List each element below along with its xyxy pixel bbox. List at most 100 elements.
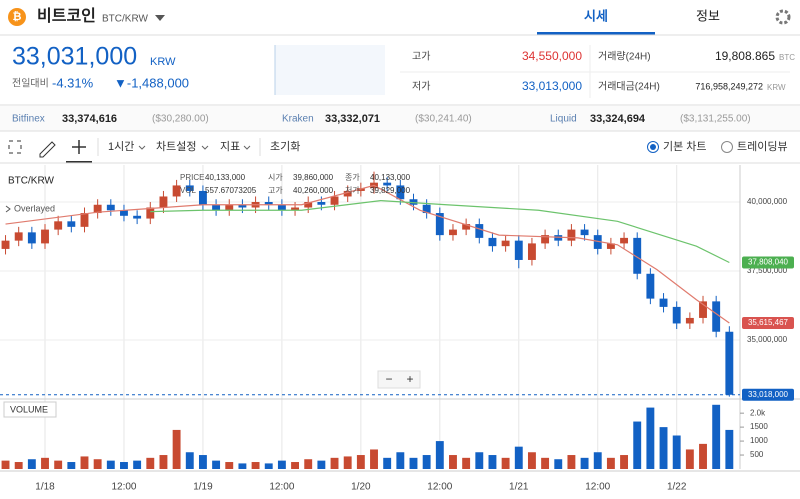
volume-bar xyxy=(383,457,392,469)
candle-body xyxy=(435,213,444,236)
candle-body xyxy=(1,240,10,249)
reset[interactable]: 초기화 xyxy=(270,140,300,153)
stat-value: 716,958,249,272 xyxy=(695,81,763,91)
radio[interactable] xyxy=(647,141,659,153)
x-tick-label: 12:00 xyxy=(111,482,136,493)
exchange-price: 33,374,616 xyxy=(62,113,117,125)
candle-body xyxy=(198,190,207,205)
chart-settings[interactable]: 차트설정 xyxy=(156,140,196,153)
zoom-button[interactable]: + xyxy=(406,372,413,386)
tab[interactable]: 정보 xyxy=(696,8,720,23)
radio[interactable] xyxy=(721,141,733,153)
interval[interactable]: 1시간 xyxy=(108,140,134,153)
candle-body xyxy=(580,229,589,236)
candle-body xyxy=(462,224,471,230)
candle-body xyxy=(449,229,457,236)
exchange-usd: ($30,280.00) xyxy=(152,114,209,125)
volume-bar xyxy=(646,407,655,469)
candle-body xyxy=(699,301,707,318)
change-label: 전일대비 xyxy=(12,78,49,90)
stat-value: 34,550,000 xyxy=(522,49,582,63)
stat-label: 저가 xyxy=(412,81,430,93)
price-tag-label: 35,615,467 xyxy=(748,318,789,327)
candle-body xyxy=(14,232,23,241)
volume-bar xyxy=(409,457,418,469)
candle-body xyxy=(501,240,510,247)
volume-bar xyxy=(317,460,326,469)
price-tag-label: 37,808,040 xyxy=(748,258,789,267)
chart-type[interactable]: 트레이딩뷰 xyxy=(737,140,788,153)
volume-tick-label: 500 xyxy=(750,450,764,459)
candle-body xyxy=(475,224,484,238)
candle-body xyxy=(146,207,155,219)
volume-bar xyxy=(593,452,602,469)
volume-bar xyxy=(93,459,102,469)
volume-bar xyxy=(343,456,352,469)
volume-bar xyxy=(580,457,589,469)
candle-body xyxy=(422,204,431,214)
x-tick-label: 12:00 xyxy=(585,482,610,493)
tooltip-label: 종가 xyxy=(345,173,360,182)
candle-body xyxy=(185,185,194,191)
price-tag xyxy=(742,256,794,269)
volume-tick-label: 1000 xyxy=(750,436,768,445)
candle-body xyxy=(383,182,392,186)
chart: 1/18 12:00 1/19 12:00 1/20 12:00 1/21 12:00 1/22… xyxy=(0,165,800,493)
candle-body xyxy=(120,210,128,216)
volume-bar xyxy=(488,455,497,469)
dropdown[interactable] xyxy=(155,15,165,21)
crosshair-icon[interactable] xyxy=(72,140,86,154)
volume-bar xyxy=(212,460,221,469)
volume-bar xyxy=(251,462,260,469)
volume-label-box xyxy=(3,401,57,418)
candle-body xyxy=(712,301,721,332)
exchange-price: 33,324,694 xyxy=(590,113,646,125)
tooltip-label: 고가 xyxy=(268,186,283,195)
y-tick-label: 40,000,000 xyxy=(747,197,788,206)
candle-body xyxy=(567,229,576,241)
volume-bar xyxy=(172,429,181,469)
candle-body xyxy=(54,221,63,230)
coin-icon-symbol: ₿ xyxy=(13,11,22,23)
candle-body xyxy=(356,188,365,191)
tooltip-value: 39,829,000 xyxy=(370,186,411,195)
volume-bar xyxy=(501,457,510,469)
fullscreen-icon[interactable] xyxy=(8,140,22,154)
change-rate: -4.31% xyxy=(52,75,94,90)
zoom-box xyxy=(377,370,421,389)
candle-body xyxy=(620,237,629,244)
settings-icon[interactable] xyxy=(775,9,791,25)
draw-icon[interactable] xyxy=(39,141,56,158)
volume-bar xyxy=(725,429,734,469)
stat-unit: KRW xyxy=(767,83,786,92)
price-unit: KRW xyxy=(150,56,176,68)
volume-bar xyxy=(514,446,523,469)
x-tick-label: 12:00 xyxy=(427,482,452,493)
volume-bar xyxy=(41,457,49,469)
exchange-usd: ($3,131,255.00) xyxy=(680,114,751,125)
volume-bar xyxy=(541,457,550,469)
exchange-row xyxy=(0,106,800,131)
candle-body xyxy=(159,196,168,208)
change-amount: ▼-1,488,000 xyxy=(114,75,189,90)
exchange-name: Liquid xyxy=(550,114,577,125)
indicators[interactable]: 지표 xyxy=(220,140,240,153)
candle-body xyxy=(67,221,76,227)
current-price: 33,031,000 xyxy=(12,43,137,71)
volume-bar xyxy=(672,435,681,469)
price-tag xyxy=(742,317,794,330)
chart-type[interactable]: 기본 차트 xyxy=(663,140,707,153)
x-tick-label: 1/21 xyxy=(509,482,529,493)
tab[interactable]: 시세 xyxy=(584,8,608,23)
volume-bar xyxy=(277,460,286,469)
volume-bar xyxy=(554,459,563,469)
tooltip-value: 557.67073205 xyxy=(205,186,257,195)
zoom-button[interactable]: − xyxy=(385,372,392,386)
stat-unit: BTC xyxy=(779,53,795,62)
candle-body xyxy=(685,317,694,324)
x-tick-label: 1/20 xyxy=(351,482,371,493)
volume-bar xyxy=(238,463,247,469)
candle-body xyxy=(514,240,523,260)
